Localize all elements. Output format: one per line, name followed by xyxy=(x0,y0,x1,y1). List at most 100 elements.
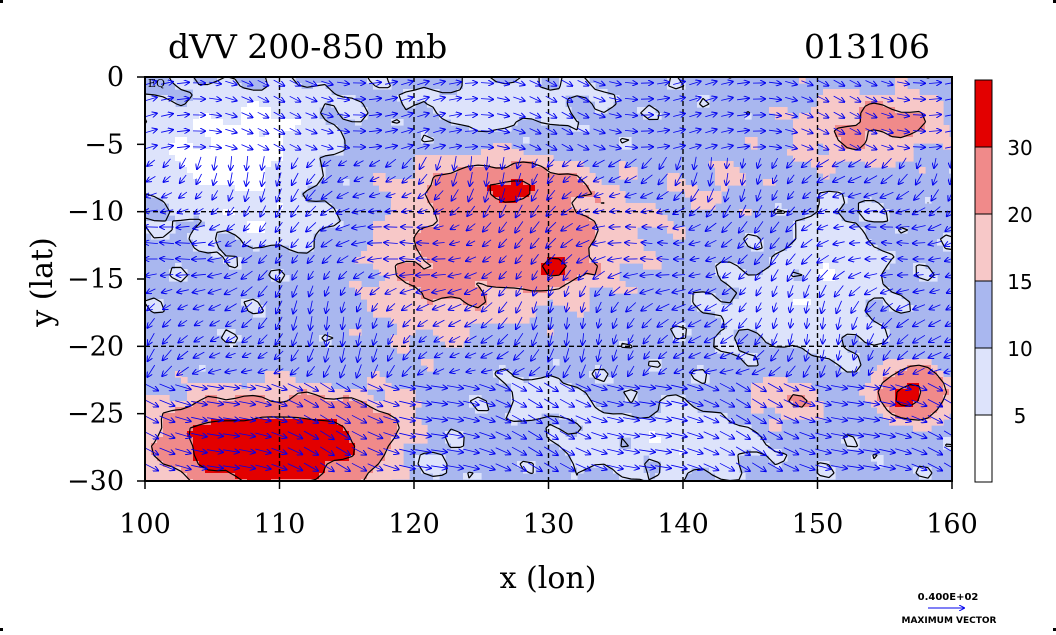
field-cell xyxy=(223,221,230,228)
field-cell xyxy=(499,215,506,222)
field-cell xyxy=(271,419,278,426)
field-cell xyxy=(319,131,326,138)
field-cell xyxy=(241,185,248,192)
field-cell xyxy=(811,227,818,234)
field-cell xyxy=(703,203,710,210)
field-cell xyxy=(157,161,164,168)
field-cell xyxy=(871,257,878,264)
field-cell xyxy=(721,425,728,432)
field-cell xyxy=(793,251,800,258)
field-cell xyxy=(265,221,272,228)
field-cell xyxy=(271,467,278,474)
field-cell xyxy=(655,257,662,264)
field-cell xyxy=(385,299,392,306)
field-cell xyxy=(673,407,680,414)
field-cell xyxy=(847,155,854,162)
field-cell xyxy=(271,185,278,192)
field-cell xyxy=(523,239,530,246)
field-cell xyxy=(889,101,896,108)
field-cell xyxy=(793,263,800,270)
field-cell xyxy=(601,215,608,222)
field-cell xyxy=(619,473,626,480)
field-cell xyxy=(391,203,398,210)
field-cell xyxy=(337,479,344,486)
field-cell xyxy=(649,425,656,432)
field-cell xyxy=(811,119,818,126)
field-cell xyxy=(907,389,914,396)
field-cell xyxy=(823,125,830,132)
field-cell xyxy=(265,473,272,480)
field-cell xyxy=(217,113,224,120)
field-cell xyxy=(235,131,242,138)
field-cell xyxy=(811,407,818,414)
field-cell xyxy=(277,443,284,450)
field-cell xyxy=(661,449,668,456)
field-cell xyxy=(469,275,476,282)
field-cell xyxy=(505,245,512,252)
field-cell xyxy=(781,311,788,318)
field-cell xyxy=(757,323,764,330)
field-cell xyxy=(925,113,932,120)
field-cell xyxy=(193,155,200,162)
field-cell xyxy=(859,155,866,162)
field-cell xyxy=(571,449,578,456)
field-cell xyxy=(265,155,272,162)
field-cell xyxy=(175,185,182,192)
field-cell xyxy=(925,137,932,144)
field-cell xyxy=(331,443,338,450)
field-cell xyxy=(217,107,224,114)
field-cell xyxy=(205,173,212,180)
field-cell xyxy=(763,377,770,384)
field-cell xyxy=(829,281,836,288)
field-cell xyxy=(223,437,230,444)
field-cell xyxy=(439,161,446,168)
field-cell xyxy=(355,281,362,288)
field-cell xyxy=(427,191,434,198)
field-cell xyxy=(907,377,914,384)
field-cell xyxy=(271,179,278,186)
field-cell xyxy=(631,227,638,234)
field-cell xyxy=(601,233,608,240)
field-cell xyxy=(403,425,410,432)
field-cell xyxy=(505,155,512,162)
field-cell xyxy=(583,443,590,450)
field-cell xyxy=(235,173,242,180)
field-cell xyxy=(583,89,590,96)
field-cell xyxy=(937,419,944,426)
field-cell xyxy=(529,155,536,162)
field-cell xyxy=(877,263,884,270)
field-cell xyxy=(385,467,392,474)
field-cell xyxy=(541,155,548,162)
field-cell xyxy=(529,401,536,408)
field-cell xyxy=(661,215,668,222)
field-cell xyxy=(697,413,704,420)
field-cell xyxy=(403,215,410,222)
field-cell xyxy=(193,107,200,114)
field-cell xyxy=(631,251,638,258)
field-cell xyxy=(445,251,452,258)
field-cell xyxy=(271,479,278,486)
field-cell xyxy=(829,155,836,162)
field-cell xyxy=(577,203,584,210)
field-cell xyxy=(229,257,236,264)
field-cell xyxy=(373,311,380,318)
field-cell xyxy=(199,245,206,252)
field-cell xyxy=(223,167,230,174)
field-cell xyxy=(505,89,512,96)
field-cell xyxy=(925,101,932,108)
field-cell xyxy=(229,89,236,96)
field-cell xyxy=(607,245,614,252)
field-cell xyxy=(313,455,320,462)
field-cell xyxy=(157,125,164,132)
field-cell xyxy=(619,425,626,432)
field-cell xyxy=(385,227,392,234)
field-cell xyxy=(493,263,500,270)
field-cell xyxy=(169,167,176,174)
field-cell xyxy=(241,149,248,156)
field-cell xyxy=(463,95,470,102)
field-cell xyxy=(421,233,428,240)
field-cell xyxy=(823,215,830,222)
field-cell xyxy=(187,131,194,138)
field-cell xyxy=(457,437,464,444)
field-cell xyxy=(457,215,464,222)
